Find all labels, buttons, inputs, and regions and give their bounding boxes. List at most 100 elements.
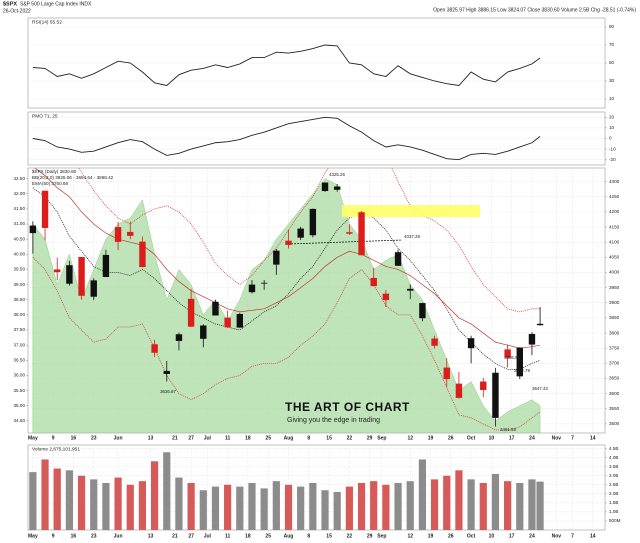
price-annotation: 3647.42 bbox=[532, 386, 548, 391]
price-annotation: 3491.58 bbox=[500, 427, 516, 432]
volume-bar bbox=[53, 468, 61, 530]
y-tick-label: 37.00 bbox=[14, 342, 26, 347]
y-tick-label: 41.00 bbox=[14, 221, 26, 226]
x-tick-label: 25 bbox=[265, 533, 271, 539]
candle-body bbox=[248, 284, 256, 293]
candle-body bbox=[187, 298, 195, 327]
watermark-title: THE ART OF CHART bbox=[285, 400, 410, 414]
volume-bar bbox=[272, 481, 280, 530]
y-tick-label: 500M bbox=[609, 518, 621, 523]
x-tick-label: 9 bbox=[52, 533, 55, 539]
volume-bar bbox=[175, 477, 183, 530]
x-tick-label: 15 bbox=[326, 435, 332, 441]
x-tick-label: 10 bbox=[489, 533, 495, 539]
x-tick-label: Oct bbox=[467, 533, 476, 539]
candle-body bbox=[492, 372, 499, 418]
candle-body bbox=[443, 367, 450, 380]
candle-body bbox=[516, 347, 523, 377]
y-tick-label: 4000 bbox=[609, 270, 620, 275]
legend-entry: BB(20,2.0) 3825.06 - 3694.64 - 3868.42 bbox=[32, 175, 114, 180]
y-tick-label: 37.50 bbox=[14, 327, 26, 332]
y-tick-label: 3850 bbox=[609, 315, 620, 320]
volume-bar bbox=[236, 486, 244, 530]
legend-entry: $SPX (Daily) 3830.60 bbox=[32, 169, 77, 174]
x-tick-label: 7 bbox=[571, 435, 574, 441]
candle-body bbox=[536, 323, 544, 326]
x-tick-label: 17 bbox=[509, 435, 515, 441]
x-tick-label: 8 bbox=[307, 533, 310, 539]
volume-bar bbox=[90, 479, 98, 530]
candle-body bbox=[370, 277, 377, 287]
y-tick-label: 20 bbox=[609, 115, 615, 120]
x-tick-label: 9 bbox=[52, 435, 55, 441]
volume-bar bbox=[126, 484, 134, 530]
x-tick-label: 13 bbox=[148, 435, 154, 441]
volume-bar bbox=[65, 470, 73, 530]
y-tick-label: -20 bbox=[609, 157, 616, 162]
candle-body bbox=[163, 370, 170, 374]
x-tick-label: Jun bbox=[114, 533, 123, 539]
volume-bar bbox=[150, 461, 159, 530]
x-tick-label: Oct bbox=[467, 435, 476, 441]
volume-bar bbox=[333, 492, 341, 530]
indicator-line bbox=[32, 44, 541, 86]
volume-bar bbox=[309, 482, 317, 530]
volume-bar bbox=[260, 488, 268, 530]
candle-body bbox=[236, 313, 244, 328]
y-tick-label: 70 bbox=[609, 42, 615, 47]
volume-bar bbox=[163, 452, 171, 530]
y-tick-label: 30 bbox=[609, 78, 615, 83]
y-tick-label: 41.50 bbox=[14, 206, 26, 211]
y-tick-label: 39.50 bbox=[14, 267, 26, 272]
y-tick-label: 10 bbox=[609, 125, 615, 130]
volume-frame bbox=[27, 444, 606, 531]
volume-bar bbox=[382, 484, 390, 530]
x-tick-label: Aug bbox=[284, 533, 294, 539]
x-tick-label: 10 bbox=[489, 435, 495, 441]
x-tick-label: 26 bbox=[448, 435, 454, 441]
x-tick-label: 29 bbox=[367, 435, 373, 441]
volume-bar bbox=[430, 479, 439, 530]
y-tick-label: 3800 bbox=[609, 330, 620, 335]
volume-bar bbox=[29, 472, 37, 530]
candle-body bbox=[528, 333, 536, 345]
x-tick-label: 16 bbox=[71, 533, 77, 539]
y-tick-label: 4300 bbox=[609, 179, 620, 184]
y-tick-label: 4150 bbox=[609, 224, 620, 229]
y-tick-label: 4050 bbox=[609, 255, 620, 260]
volume-bar bbox=[284, 484, 293, 530]
volume-bar bbox=[187, 482, 195, 530]
candle-body bbox=[333, 186, 341, 190]
candle-body bbox=[224, 317, 231, 328]
x-tick-label: 15 bbox=[326, 533, 332, 539]
y-tick-label: 3650 bbox=[609, 376, 620, 381]
x-tick-label: Jun bbox=[114, 435, 123, 441]
candle-body bbox=[273, 250, 280, 265]
x-tick-label: Sep bbox=[377, 533, 386, 539]
candle-body bbox=[114, 227, 122, 242]
volume-bar bbox=[418, 459, 427, 530]
volume-bar bbox=[297, 486, 305, 530]
candle-body bbox=[151, 344, 158, 353]
y-tick-label: 34.50 bbox=[14, 418, 26, 423]
x-tick-label: 19 bbox=[428, 435, 434, 441]
volume-bar bbox=[491, 473, 500, 530]
candle-body bbox=[407, 288, 414, 291]
candle-body bbox=[467, 338, 475, 349]
y-tick-label: 36.00 bbox=[14, 373, 26, 378]
y-tick-label: 35.50 bbox=[14, 388, 26, 393]
y-tick-label: 0 bbox=[609, 136, 612, 141]
candle-body bbox=[175, 334, 183, 341]
x-tick-label: 11 bbox=[225, 533, 231, 539]
x-tick-label: 14 bbox=[590, 435, 596, 441]
volume-bar bbox=[516, 482, 524, 530]
candle-body bbox=[455, 383, 463, 398]
volume-bar bbox=[536, 481, 544, 530]
x-tick-label: 19 bbox=[428, 533, 434, 539]
volume-bar bbox=[443, 475, 451, 530]
candle-body bbox=[260, 282, 268, 284]
candle-body bbox=[41, 190, 49, 228]
x-tick-label: 21 bbox=[172, 533, 178, 539]
y-tick-label: 3950 bbox=[609, 285, 620, 290]
